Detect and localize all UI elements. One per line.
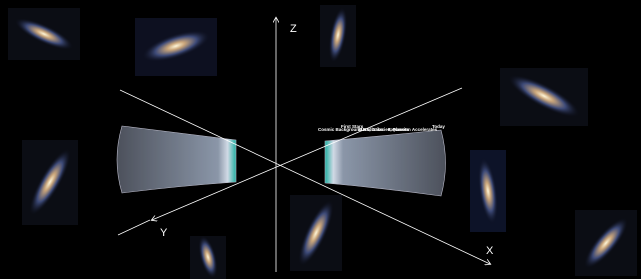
galaxy bbox=[135, 18, 217, 76]
galaxy bbox=[8, 8, 80, 60]
galaxy bbox=[500, 68, 588, 126]
galaxy bbox=[290, 195, 342, 271]
stage-label: Expansion Accelerates bbox=[388, 127, 438, 132]
scene: Z Y X Cosmic Background Radiation First … bbox=[0, 0, 641, 279]
y-label: Y bbox=[160, 227, 168, 239]
x-label: X bbox=[486, 245, 494, 257]
galaxy bbox=[575, 210, 637, 276]
galaxy bbox=[470, 150, 506, 232]
galaxy bbox=[190, 234, 226, 279]
stage-label: Today bbox=[432, 124, 445, 129]
galaxy bbox=[320, 5, 356, 67]
z-label: Z bbox=[290, 23, 297, 35]
galaxy bbox=[22, 140, 78, 225]
